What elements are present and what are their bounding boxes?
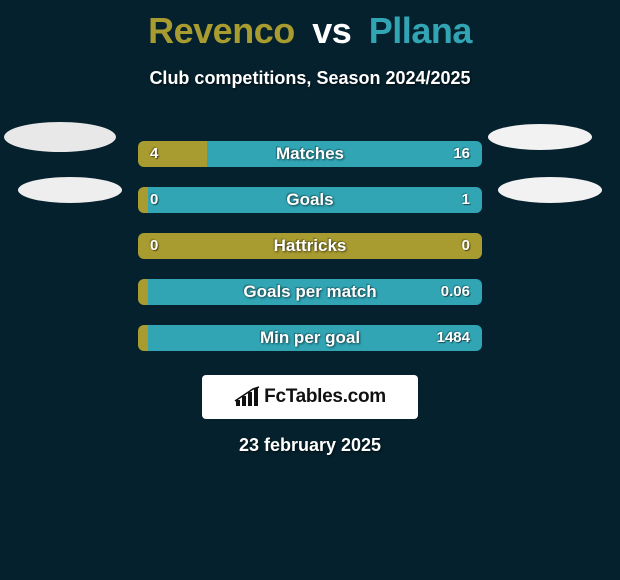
date-label: 23 february 2025	[0, 435, 620, 456]
bar-container: 0.06Goals per match	[138, 279, 482, 305]
title-player1: Revenco	[148, 10, 295, 51]
chart-bars-icon	[234, 386, 260, 408]
stat-row: 0.06Goals per match	[0, 269, 620, 315]
bar-container: 01Goals	[138, 187, 482, 213]
stat-label: Goals per match	[138, 279, 482, 305]
bar-container: 1484Min per goal	[138, 325, 482, 351]
stat-row: 1484Min per goal	[0, 315, 620, 361]
source-logo: FcTables.com	[202, 375, 418, 419]
subtitle: Club competitions, Season 2024/2025	[0, 68, 620, 89]
title-player2: Pllana	[369, 10, 472, 51]
bar-container: 416Matches	[138, 141, 482, 167]
stat-row: 01Goals	[0, 177, 620, 223]
stat-label: Goals	[138, 187, 482, 213]
logo-text: FcTables.com	[264, 386, 386, 408]
stat-label: Min per goal	[138, 325, 482, 351]
page-title: Revenco vs Pllana	[0, 0, 620, 52]
stat-label: Matches	[138, 141, 482, 167]
stat-row: 416Matches	[0, 131, 620, 177]
stat-row: 00Hattricks	[0, 223, 620, 269]
comparison-chart: 416Matches 01Goals 00Hattricks 0.06Goals pe…	[0, 131, 620, 361]
bar-container: 00Hattricks	[138, 233, 482, 259]
stat-label: Hattricks	[138, 233, 482, 259]
title-vs: vs	[312, 10, 351, 51]
